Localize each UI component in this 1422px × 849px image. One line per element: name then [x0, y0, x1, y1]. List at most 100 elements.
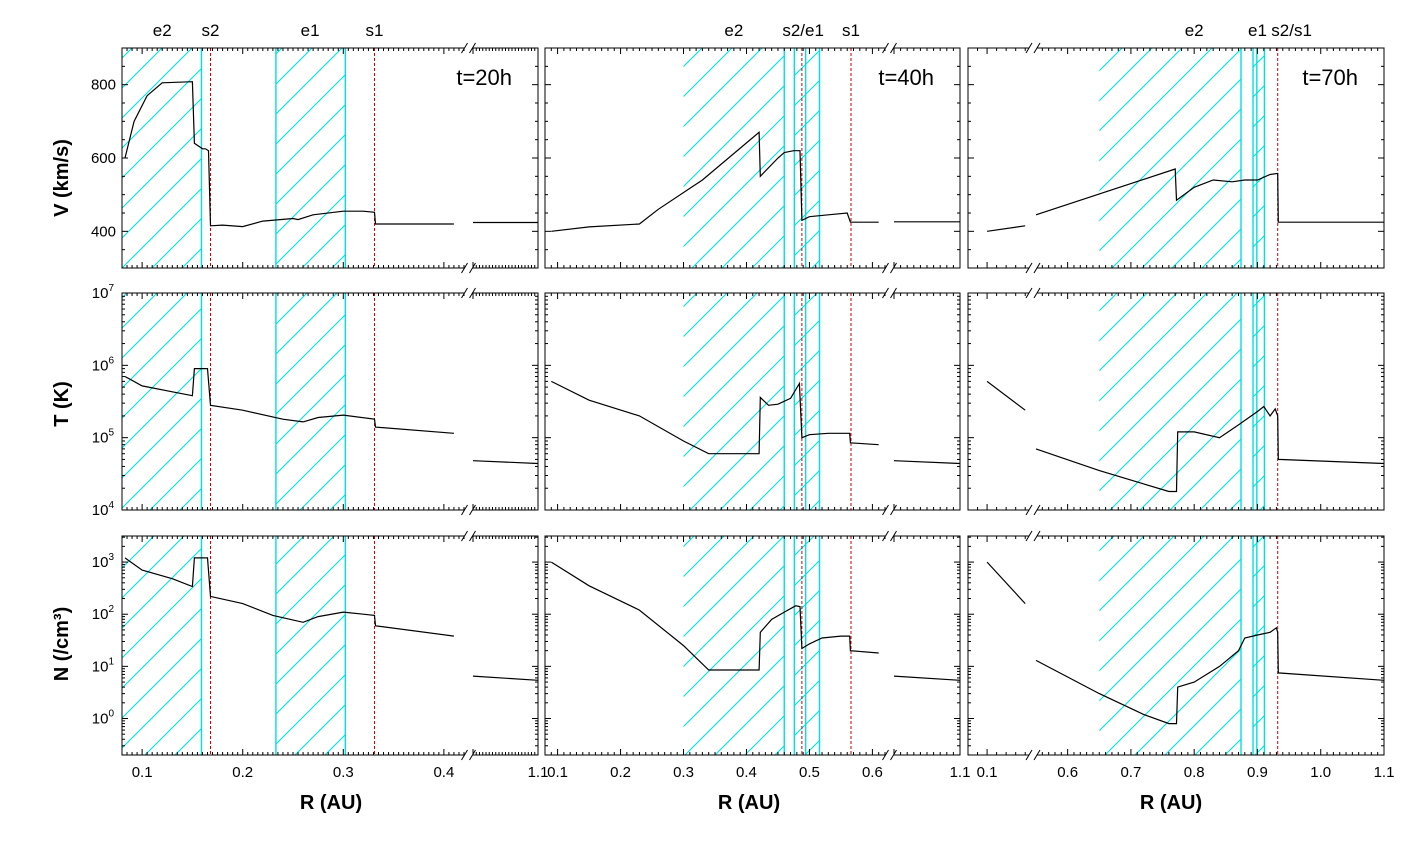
axis-break-mark — [882, 504, 889, 516]
data-curve — [987, 225, 1026, 232]
axis-break-gap — [1029, 289, 1037, 297]
axis-break-mark — [890, 42, 897, 54]
panel-frame — [967, 292, 1385, 511]
data-curve — [893, 675, 960, 681]
x-tick-label: 0.1 — [132, 764, 153, 781]
panel-frame — [121, 535, 539, 756]
hatched-region — [794, 48, 820, 268]
axis-break-mark — [882, 42, 889, 54]
y-tick-label: 104 — [92, 500, 115, 519]
data-curve — [551, 131, 879, 232]
panel: t=70h — [967, 42, 1385, 274]
data-curve — [124, 557, 454, 637]
x-tick-label: 0.1 — [547, 764, 568, 781]
axis-break-mark — [890, 287, 897, 299]
axis-break-mark — [1025, 42, 1033, 54]
axis-break-gap — [1029, 44, 1037, 52]
hatched-region — [683, 536, 785, 755]
y-tick-exponent: 4 — [108, 500, 114, 511]
panel-content — [551, 293, 960, 510]
x-tick-label: 0.3 — [333, 764, 354, 781]
x-tick-label: 0.7 — [1120, 764, 1141, 781]
panel-frame — [967, 535, 1385, 756]
panel-content — [122, 293, 538, 510]
x-tick-label: 0.9 — [1247, 764, 1268, 781]
y-tick-label: 106 — [92, 355, 115, 374]
y-tick-label: 102 — [92, 604, 115, 623]
axis-break-mark — [890, 504, 897, 516]
panel-content — [122, 536, 538, 755]
axis-break-gap — [885, 532, 894, 540]
data-curve — [986, 561, 1026, 605]
axis-break-mark — [1025, 287, 1033, 299]
axis-break-gap — [1029, 506, 1037, 514]
x-tick-label: 0.2 — [610, 764, 631, 781]
panel: t=40h — [544, 42, 961, 274]
x-tick-label: 1.1 — [1374, 764, 1395, 781]
y-axis-label: T (K) — [51, 381, 73, 427]
data-curve — [550, 561, 879, 671]
x-tick-label: 1.1 — [950, 764, 971, 781]
hatched-region — [794, 293, 820, 510]
data-curve — [472, 460, 538, 465]
panel — [967, 530, 1385, 761]
axis-break-gap — [1029, 751, 1037, 759]
hatched-region — [1253, 48, 1265, 268]
panel — [544, 287, 961, 516]
axis-break-mark — [461, 42, 468, 54]
axis-break-gap — [885, 751, 894, 759]
region-label: s1 — [365, 21, 383, 40]
axis-break-gap — [464, 506, 473, 514]
region-label: s2/e1 — [782, 21, 824, 40]
axis-break-mark — [469, 749, 476, 761]
y-tick-label: 100 — [92, 709, 115, 728]
y-tick-label: 400 — [91, 223, 116, 240]
hatched-region — [1253, 293, 1265, 510]
y-tick-label: 600 — [91, 150, 116, 167]
x-tick-label: 0.1 — [977, 764, 998, 781]
x-axis-label: R (AU) — [718, 792, 780, 814]
hatched-region — [122, 536, 202, 755]
y-axis-label: N (/cm³) — [51, 607, 73, 681]
axis-break-gap — [464, 44, 473, 52]
panel: 400 600 800 t=20h — [91, 42, 539, 274]
hatched-region — [1099, 48, 1242, 268]
hatched-region — [275, 48, 346, 268]
panel — [967, 287, 1385, 516]
panel-content — [122, 48, 538, 268]
axis-break-gap — [464, 289, 473, 297]
axis-break-mark — [461, 504, 468, 516]
axis-break-gap — [1029, 264, 1037, 272]
x-tick-label: 1.1 — [528, 764, 549, 781]
data-curve — [124, 81, 454, 228]
axis-break-mark — [461, 749, 468, 761]
axis-break-mark — [882, 749, 889, 761]
hatched-region — [122, 48, 202, 268]
region-label: s2 — [202, 21, 220, 40]
region-label: e2 — [153, 21, 172, 40]
y-tick-exponent: 0 — [108, 709, 114, 720]
axis-break-mark — [1033, 287, 1041, 299]
axis-break-mark — [882, 287, 889, 299]
hatched-region — [683, 48, 785, 268]
axis-break-gap — [885, 44, 894, 52]
axis-break-mark — [1025, 530, 1033, 542]
y-tick-exponent: 2 — [108, 604, 114, 615]
panel — [544, 530, 961, 761]
region-label: e1 — [1248, 21, 1267, 40]
data-curve — [472, 675, 538, 681]
x-tick-label: 0.4 — [736, 764, 757, 781]
x-tick-label: 0.4 — [433, 764, 454, 781]
time-label: t=40h — [878, 65, 934, 90]
axis-break-mark — [1025, 262, 1033, 274]
y-tick-exponent: 5 — [108, 428, 114, 439]
data-curve — [1035, 405, 1384, 493]
x-tick-label: 1.0 — [1310, 764, 1331, 781]
axis-break-mark — [469, 262, 476, 274]
hatched-region — [275, 536, 346, 755]
region-label: e2 — [724, 21, 743, 40]
axis-break-gap — [885, 264, 894, 272]
panel-content — [986, 536, 1384, 755]
